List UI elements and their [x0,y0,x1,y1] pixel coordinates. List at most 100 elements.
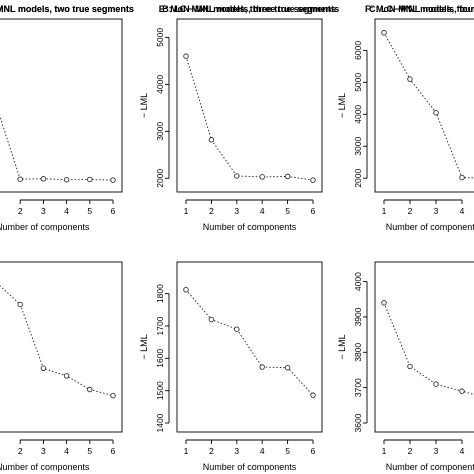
series-line [185,289,314,396]
series-line [383,32,474,179]
data-point [433,109,439,116]
x-tick-label: 3 [434,446,439,456]
y-axis-label: − LML [139,334,149,359]
panel-6: F: MoN−MNL models, four t 1 2 3 4 Number of c… [337,4,474,472]
data-point [40,365,47,372]
panel-title: C: LC−MNL models, four true [369,4,474,14]
y-tick-label: 3000 [353,137,363,156]
plot-frame [176,18,323,193]
x-tick-label: 4 [460,206,465,216]
y-tick-label: 3900 [353,307,363,326]
data-point [17,301,23,308]
data-point [17,176,23,182]
data-point [234,173,240,179]
data-point [87,176,93,183]
x-tick-label: 5 [285,446,290,456]
plot-frame [0,18,123,193]
series-line [0,115,114,181]
y-tick-label: 4000 [353,105,363,124]
data-point [63,373,70,379]
y-tick-label: 1400 [155,413,165,432]
x-tick-label: 3 [434,206,439,216]
data-point [381,300,387,306]
y-tick-label: 1600 [155,349,165,368]
data-point [407,76,413,82]
x-tick-label: 4 [260,446,265,456]
y-tick-label: 5000 [155,28,165,47]
y-axis-label: − LML [337,93,347,118]
x-tick-label: 2 [408,446,413,456]
series-line [383,302,474,395]
y-axis-label: − LML [139,93,149,118]
x-tick-label: 2 [18,206,23,216]
x-tick-label: 6 [111,206,116,216]
x-tick-label: 2 [408,206,413,216]
x-tick-label: 5 [87,206,92,216]
data-point [459,174,465,181]
x-tick-label: 3 [41,206,46,216]
x-tick-label: 1 [382,206,387,216]
data-point [407,363,413,370]
y-tick-label: 1800 [155,284,165,303]
y-tick-label: 4000 [353,272,363,291]
data-point [110,392,116,399]
data-point [381,30,387,36]
y-tick-label: 4000 [155,75,165,94]
y-tick-label: 3700 [353,378,363,397]
x-tick-label: 6 [311,206,316,216]
x-tick-label: 4 [260,206,265,216]
data-point [40,176,47,182]
panel-title: E: MoN−MNL models, three true segments [159,4,340,14]
y-tick-label: 2000 [353,168,363,187]
data-point [459,388,465,394]
data-point [183,53,189,59]
plot-frame [0,261,123,433]
panel-title: F: MoN−MNL models, four t [365,4,474,14]
y-tick-label: 1700 [155,316,165,335]
data-point [183,287,189,293]
data-point [284,173,291,180]
y-tick-label: 3800 [353,343,363,362]
data-point [208,137,215,143]
y-tick-label: 3000 [155,122,165,141]
y-tick-label: 2000 [155,169,165,188]
panel-title: MNL models, two true segments [0,4,134,14]
x-tick-label: 3 [41,446,46,456]
y-tick-label: 6000 [353,41,363,60]
x-axis-label: Number of components [386,222,474,232]
y-tick-label: 5000 [353,73,363,92]
x-tick-label: 1 [184,446,189,456]
data-point [310,177,316,183]
panel-title: B: LC−MNL models, three true segments [162,4,336,14]
data-point [310,392,316,398]
x-tick-label: 5 [87,446,92,456]
panel-4: MNL models, two true segments 2 3 4 5 6 Number… [0,4,134,472]
x-axis-label: Number of components [386,462,474,472]
y-axis-label: − LML [337,334,347,359]
panel-3: C: LC−MNL models, four true 1 2 3 4 Number of… [337,4,474,232]
x-axis-label: Number of components [203,462,297,472]
x-tick-label: 5 [285,206,290,216]
panel-5: E: MoN−MNL models, three true segments 1 2… [139,4,339,472]
panel-title: MNL models, two true segments [0,4,134,14]
x-tick-label: 2 [209,206,214,216]
x-tick-label: 4 [460,446,465,456]
x-axis-label: Number of components [0,222,90,232]
data-point [110,177,116,183]
series-line [0,285,114,397]
plot-frame [374,261,474,433]
x-tick-label: 1 [184,206,189,216]
data-point [234,326,240,332]
series-line [185,56,314,181]
x-tick-label: 4 [64,446,69,456]
x-tick-label: 6 [311,446,316,456]
data-point [284,364,291,371]
x-tick-label: 3 [234,446,239,456]
y-tick-label: 1500 [155,381,165,400]
x-axis-label: Number of components [0,462,90,472]
data-point [208,316,215,323]
data-point [259,174,265,180]
x-tick-label: 3 [234,206,239,216]
plot-frame [176,261,323,433]
